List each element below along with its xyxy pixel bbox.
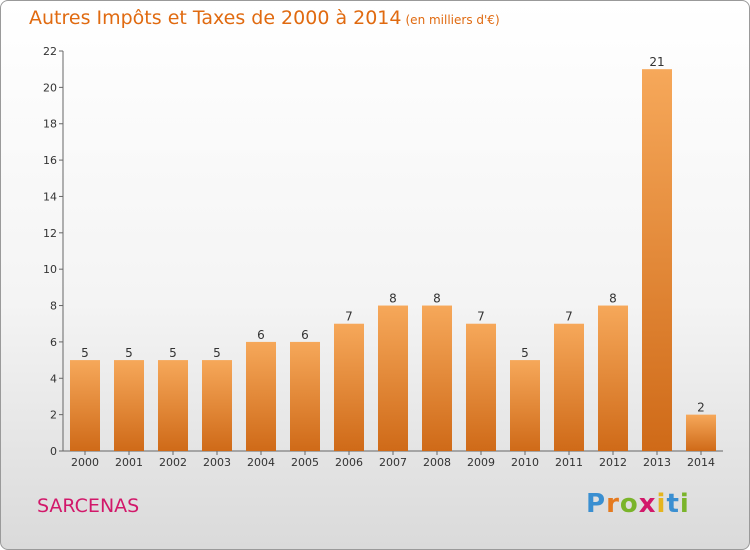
title-text: Autres Impôts et Taxes de 2000 à 2014	[29, 7, 402, 29]
x-tick-label: 2005	[291, 456, 319, 469]
x-tick-label: 2004	[247, 456, 275, 469]
bar	[202, 360, 232, 451]
x-tick-label: 2000	[71, 456, 99, 469]
bar-value-label: 5	[125, 346, 133, 360]
bar	[642, 69, 672, 451]
y-tick-label: 4	[50, 372, 57, 385]
bar-value-label: 7	[477, 310, 485, 324]
logo-letter: t	[666, 489, 680, 519]
y-tick-label: 8	[50, 300, 57, 313]
bar	[422, 305, 452, 451]
bar	[554, 323, 584, 451]
x-tick-label: 2008	[423, 456, 451, 469]
y-tick-label: 22	[43, 45, 57, 58]
y-tick-label: 2	[50, 409, 57, 422]
logo-letter: o	[619, 489, 639, 519]
bar	[290, 341, 320, 451]
bar-value-label: 5	[81, 346, 89, 360]
logo-letter: i	[656, 489, 667, 519]
bar-value-label: 7	[345, 310, 353, 324]
y-tick-label: 14	[43, 190, 57, 203]
x-tick-label: 2006	[335, 456, 363, 469]
bar-value-label: 2	[697, 401, 705, 415]
y-tick-label: 6	[50, 336, 57, 349]
x-tick-label: 2014	[687, 456, 715, 469]
bar	[70, 360, 100, 451]
x-tick-label: 2012	[599, 456, 627, 469]
bar	[686, 414, 716, 451]
bar-value-label: 8	[609, 292, 617, 306]
bar-value-label: 5	[169, 346, 177, 360]
bar	[114, 360, 144, 451]
logo-letter: i	[679, 489, 690, 519]
bar	[466, 323, 496, 451]
x-tick-label: 2011	[555, 456, 583, 469]
logo-letter: P	[586, 489, 607, 519]
x-tick-label: 2009	[467, 456, 495, 469]
bar-value-label: 8	[433, 292, 441, 306]
bar-value-label: 6	[301, 328, 309, 342]
y-tick-label: 20	[43, 81, 57, 94]
bar	[334, 323, 364, 451]
x-tick-label: 2007	[379, 456, 407, 469]
place-name: SARCENAS	[37, 495, 140, 517]
bars: 5 5 5 5 6 6 7 8 8 7 5 7 8 21 2	[70, 55, 716, 451]
y-axis: 0 2 4 6 8 10 12 14 16 18 20 22	[43, 45, 64, 458]
logo-letter: x	[638, 489, 657, 519]
y-tick-label: 12	[43, 227, 57, 240]
bar	[158, 360, 188, 451]
y-tick-label: 18	[43, 118, 57, 131]
x-tick-label: 2002	[159, 456, 187, 469]
y-tick-label: 10	[43, 263, 57, 276]
bar	[510, 360, 540, 451]
bar-value-label: 8	[389, 292, 397, 306]
bar-value-label: 5	[521, 346, 529, 360]
bar	[378, 305, 408, 451]
x-tick-label: 2010	[511, 456, 539, 469]
bar-value-label: 7	[565, 310, 573, 324]
bar-value-label: 5	[213, 346, 221, 360]
x-tick-label: 2001	[115, 456, 143, 469]
logo-letter: r	[606, 489, 620, 519]
chart-subtitle: (en milliers d'€)	[405, 13, 500, 27]
x-tick-label: 2013	[643, 456, 671, 469]
x-tick-label: 2003	[203, 456, 231, 469]
bar	[598, 305, 628, 451]
bar-value-label: 21	[649, 55, 664, 69]
bar-value-label: 6	[257, 328, 265, 342]
chart-title: Autres Impôts et Taxes de 2000 à 2014 (en…	[29, 7, 500, 29]
x-axis: 2000 2001 2002 2003 2004 2005 2006 2007 2008 2009…	[63, 450, 723, 469]
proxiti-logo: Proxiti	[586, 489, 690, 519]
bar	[246, 341, 276, 451]
y-tick-label: 16	[43, 154, 57, 167]
y-tick-label: 0	[50, 445, 57, 458]
